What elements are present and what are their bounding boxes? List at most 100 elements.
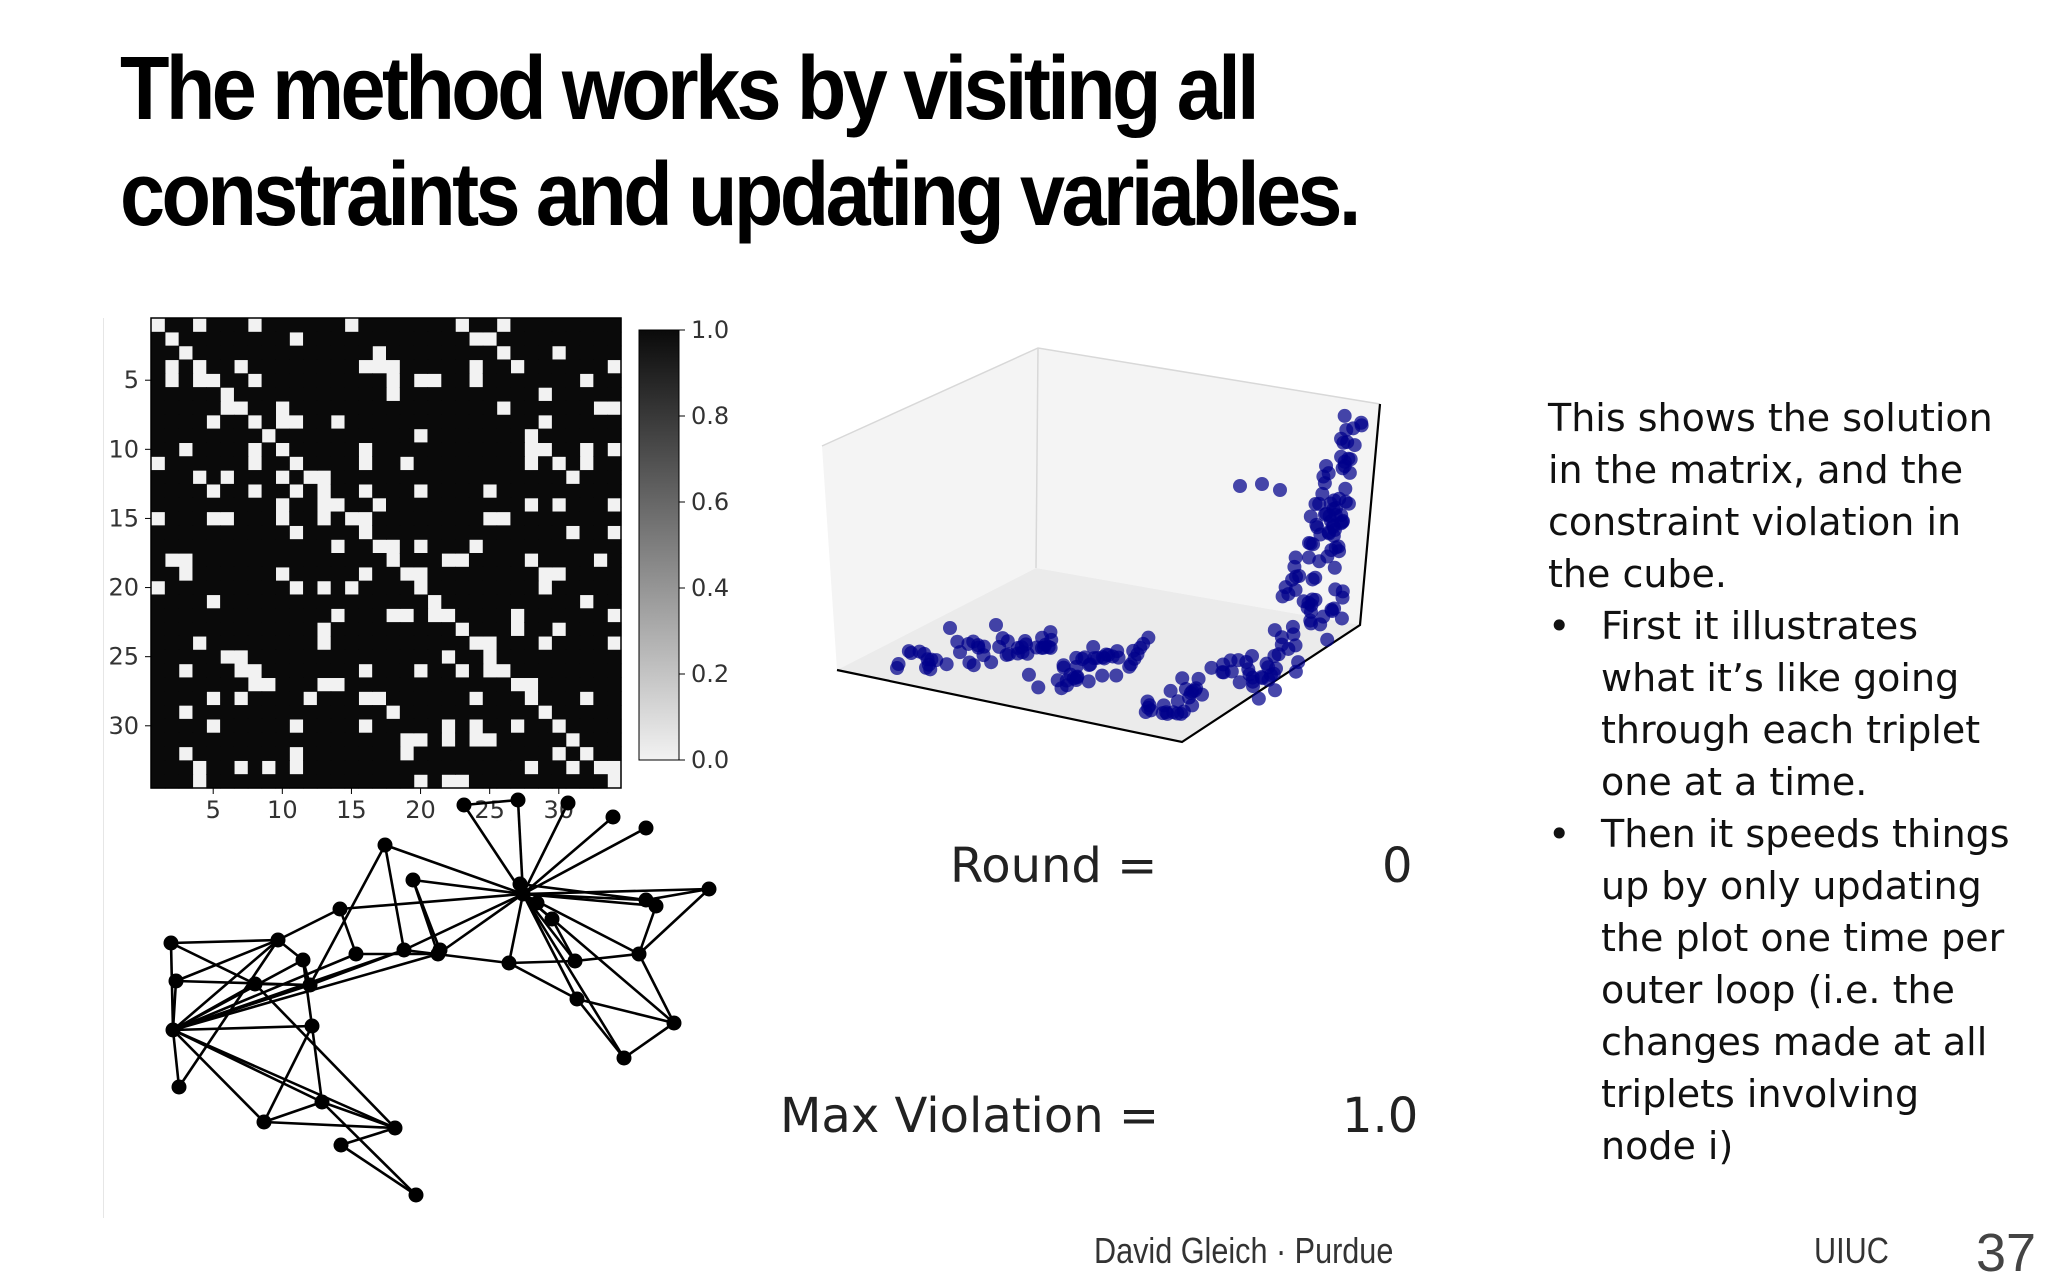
graph-node [605,809,621,825]
matrix-cell [192,732,207,748]
x-tick-label: 15 [336,796,367,824]
matrix-cell [427,359,442,374]
matrix-cell [441,345,456,361]
matrix-cell [164,649,180,665]
matrix-cell [455,718,470,734]
matrix-cell [496,470,512,485]
matrix-cell [607,414,622,430]
matrix-cell [455,594,470,609]
matrix-cell [275,760,290,775]
matrix-cell [330,470,346,485]
matrix-cell [206,635,221,651]
cube-point [1231,653,1246,668]
matrix-cell [178,470,194,485]
matrix-cell [593,677,608,692]
matrix-cell [607,318,622,333]
graph-edge [172,939,279,1031]
graph-node [560,795,576,811]
matrix-cell [496,387,512,402]
matrix-cell [206,608,221,623]
graph-edge [172,1024,313,1032]
matrix-cell [303,442,318,457]
matrix-cell [593,345,608,361]
matrix-cell [289,345,304,361]
matrix-cell [565,566,581,582]
matrix-cell [441,539,456,554]
matrix-cell [151,414,166,430]
matrix-cell [441,525,456,540]
matrix-cell [538,622,553,637]
matrix-cell [151,691,166,706]
matrix-cell [206,649,221,665]
matrix-cell [455,566,470,582]
matrix-cell [413,345,429,361]
matrix-cell [482,566,498,582]
matrix-cell [233,774,249,789]
matrix-cell [247,359,263,374]
matrix-cell [496,483,512,499]
matrix-cell [538,677,553,692]
matrix-cell [275,345,290,361]
matrix-cell [261,691,277,706]
matrix-cell [247,400,263,416]
matrix-cell [468,705,484,720]
matrix-cell [386,442,401,457]
matrix-cell [551,483,567,499]
matrix-cell [289,553,304,568]
matrix-cell [303,373,318,388]
matrix-cell [192,663,207,679]
matrix-cell [427,497,442,513]
matrix-cell [510,331,525,347]
cube-point [1319,458,1334,473]
cube-point [1320,549,1335,564]
description-intro: This shows the solution in the matrix, a… [1548,396,1993,596]
matrix-cell [607,373,622,388]
matrix-cell [151,760,166,775]
cube-point [1136,636,1151,651]
cube-point [1305,572,1320,587]
matrix-cell [455,331,470,347]
matrix-cell [468,649,484,665]
matrix-cell [399,663,415,679]
matrix-cell [233,331,249,347]
matrix-cell [538,331,553,347]
matrix-cell [247,470,263,485]
matrix-cell [220,622,235,637]
matrix-cell [565,649,581,665]
matrix-cell [192,553,207,568]
cube-point [1281,641,1296,656]
matrix-cell [399,580,415,596]
matrix-cell [289,511,304,526]
matrix-cell [399,677,415,692]
graph-edge [175,938,279,983]
bullet-text: Then it speeds things up by only updatin… [1601,812,2010,1168]
matrix-cell [261,442,277,457]
matrix-cell [220,373,235,388]
graph-node [501,955,517,971]
matrix-cell [220,691,235,706]
matrix-cell [330,663,346,679]
cube-point [984,655,999,670]
graph-node [515,886,531,902]
cube-point [1095,668,1110,683]
matrix-cell [468,774,484,789]
divider-line [103,318,104,1218]
matrix-cell [593,649,608,665]
matrix-cell [482,456,498,471]
matrix-cell [151,635,166,651]
matrix-cell [178,691,194,706]
matrix-cell [565,428,581,444]
matrix-cell [151,622,166,637]
matrix-cell [427,428,442,444]
graph-node [510,792,526,808]
matrix-cell [316,663,332,679]
matrix-cell [192,331,207,347]
matrix-cell [303,400,318,416]
matrix-cell [386,718,401,734]
cube-point [1340,435,1355,450]
matrix-cell [247,525,263,540]
matrix-cell [261,525,277,540]
matrix-cell [468,414,484,430]
matrix-cell [455,539,470,554]
x-tick-label: 5 [206,796,221,824]
